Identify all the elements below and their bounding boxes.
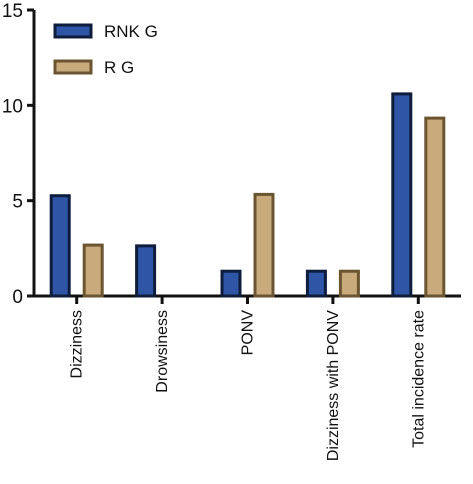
bar-rnk-g <box>49 194 71 298</box>
bar-rnk-g <box>135 244 157 298</box>
bar-rnk-g <box>220 269 242 298</box>
bars <box>49 92 446 298</box>
legend-item: R G <box>53 58 134 77</box>
legend: RNK G R G <box>53 22 158 77</box>
legend-swatch <box>53 59 93 75</box>
bar-r-g <box>82 243 104 298</box>
bar-rnk-g <box>391 92 413 298</box>
legend-swatch <box>53 23 93 39</box>
x-category-label: Total incidence rate <box>410 310 427 448</box>
legend-label: RNK G <box>104 22 158 41</box>
x-category-label: Drowsiness <box>154 310 171 393</box>
legend-label: R G <box>104 58 134 77</box>
y-tick-label: 10 <box>2 96 23 117</box>
x-category-label: Dizziness with PONV <box>325 310 342 461</box>
x-category-label: PONV <box>240 310 257 356</box>
x-axis: Dizziness Drowsiness PONV Dizziness with PO… <box>32 294 461 461</box>
bar-r-g <box>338 269 360 298</box>
y-tick-label: 15 <box>2 1 23 22</box>
legend-item: RNK G <box>53 22 158 41</box>
y-tick-label: 0 <box>12 287 23 308</box>
bar-rnk-g <box>305 269 327 298</box>
bar-r-g <box>424 116 446 298</box>
y-axis: 0 5 10 15 <box>2 1 36 308</box>
y-tick-label: 5 <box>12 192 23 213</box>
x-category-label: Dizziness <box>69 310 86 378</box>
bar-r-g <box>253 192 275 298</box>
